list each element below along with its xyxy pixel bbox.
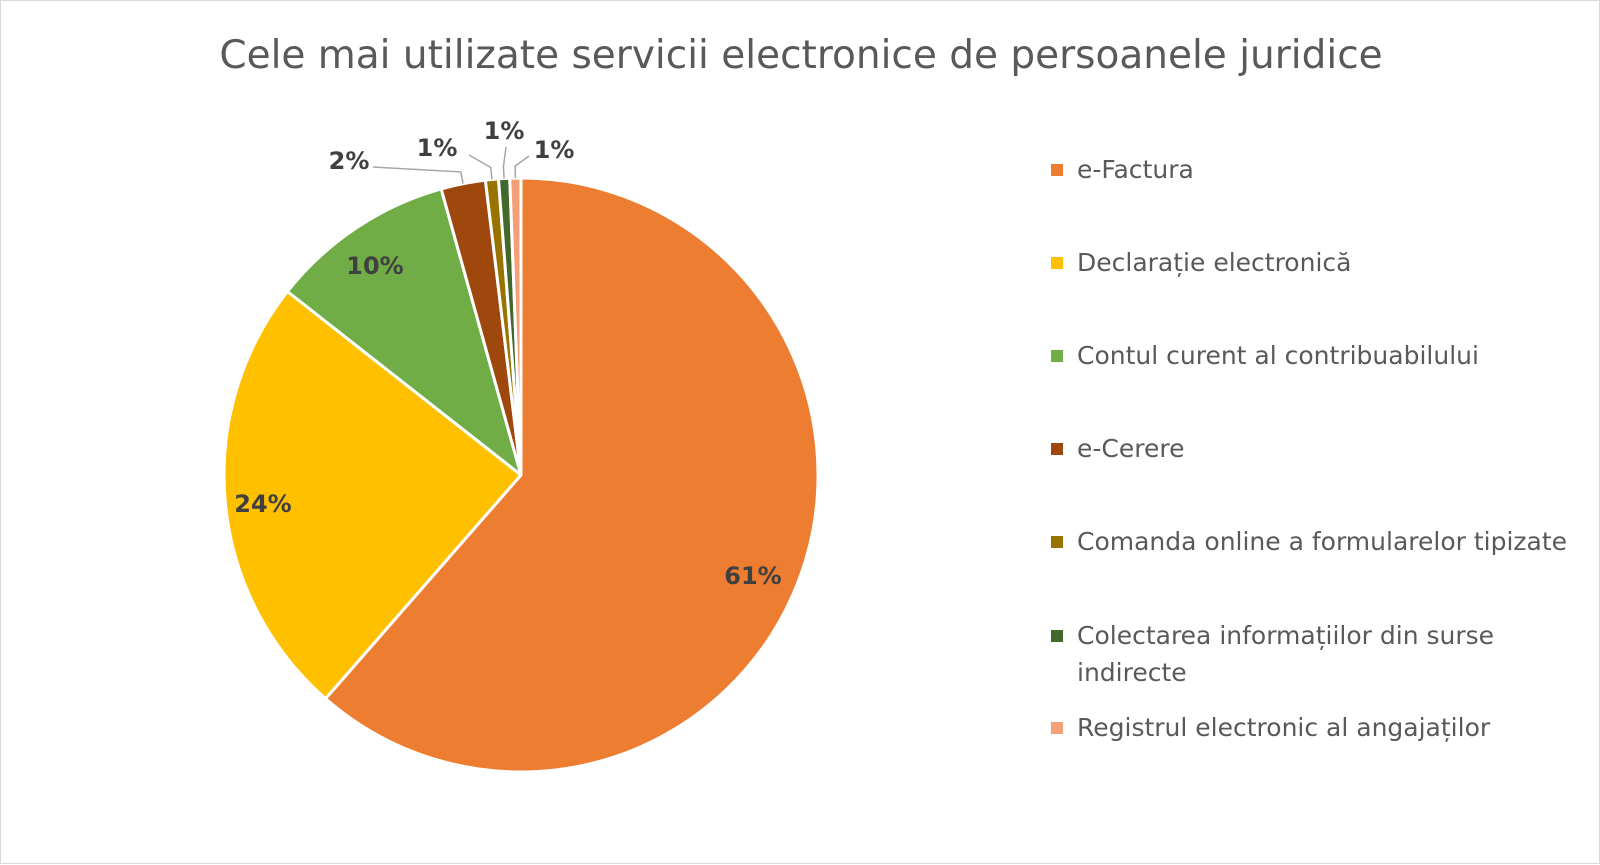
legend-swatch [1051, 722, 1063, 734]
legend-label: Contul curent al contribuabilului [1077, 341, 1479, 370]
legend-swatch [1051, 164, 1063, 176]
chart-title: Cele mai utilizate servicii electronice … [219, 33, 1383, 78]
data-label-e-factura: 61% [724, 562, 781, 590]
pie-chart: 61% 24% 10% 2% 1% 1% 1% [222, 117, 820, 774]
legend-swatch [1051, 630, 1063, 642]
pie-slice-contul-curent-al-contribuabilului [285, 187, 523, 477]
legend-label: Declarație electronică [1077, 248, 1352, 277]
legend-swatch [1051, 536, 1063, 548]
legend-swatch [1051, 257, 1063, 269]
legend-label: e-Factura [1077, 155, 1194, 184]
data-label-comanda-online-a-formularelor-tipizate: 1% [417, 134, 458, 162]
legend-label: e-Cerere [1077, 434, 1185, 463]
leader-line [514, 155, 530, 179]
pie-slice-e-factura [324, 176, 820, 774]
data-label-declaratie-electronica: 24% [234, 490, 291, 518]
leader-line [372, 166, 464, 184]
legend-label: Colectarea informațiilor din surse indir… [1077, 621, 1495, 687]
legend-swatch [1051, 443, 1063, 455]
legend-swatch [1051, 350, 1063, 362]
data-label-e-cerere: 2% [329, 147, 370, 175]
data-label-colectarea-informatiilor-din-surse-indirecte: 1% [484, 117, 525, 145]
leader-line [502, 146, 507, 179]
legend-label: Registrul electronic al angajaților [1077, 713, 1491, 742]
pie-slice-declaratie-electronica [222, 290, 523, 701]
legend-label: Comanda online a formularelor tipizate [1077, 527, 1568, 556]
data-label-contul-curent-al-contribuabilului: 10% [346, 252, 403, 280]
data-label-registrul-electronic-al-angajatilor: 1% [534, 136, 575, 164]
leader-line [468, 154, 493, 180]
